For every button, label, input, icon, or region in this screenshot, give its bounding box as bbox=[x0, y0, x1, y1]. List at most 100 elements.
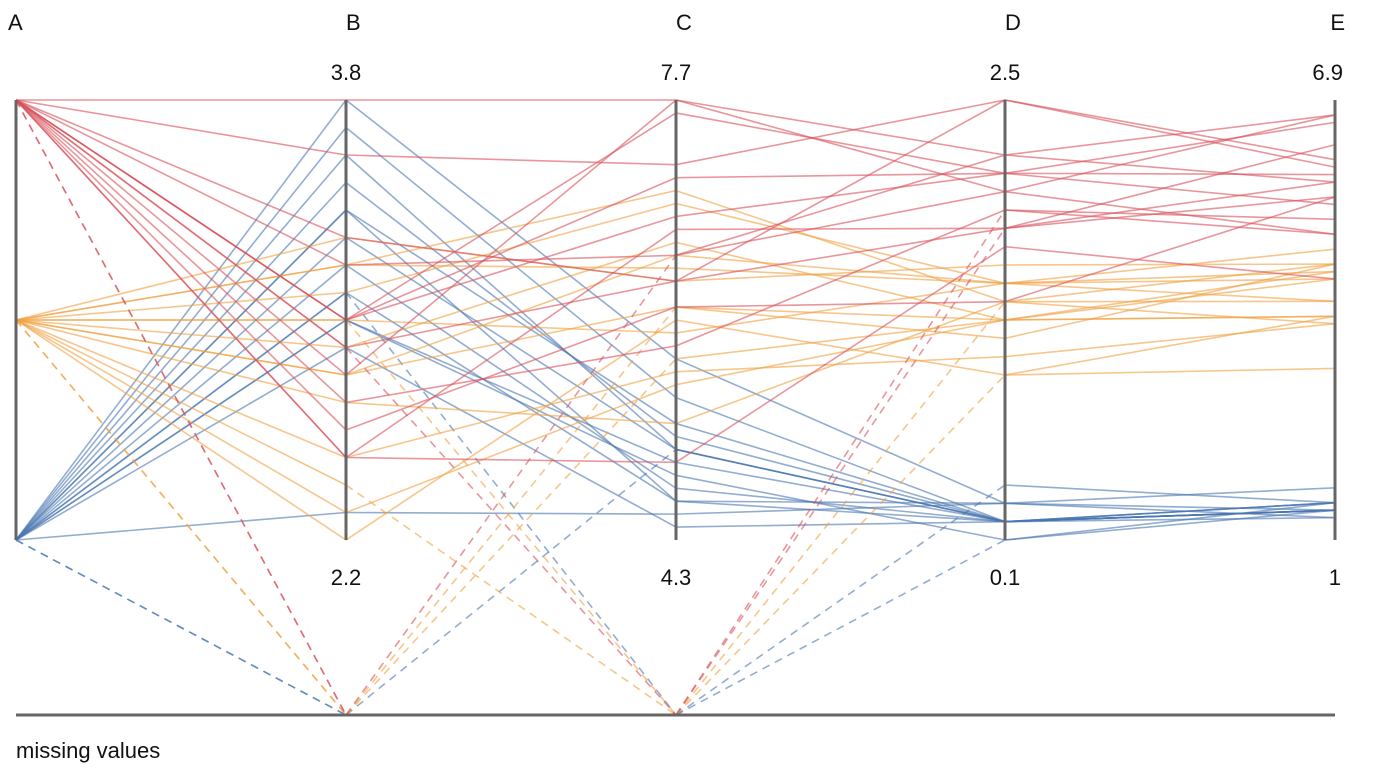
line-segment bbox=[345, 99, 677, 376]
axis-max-B: 3.8 bbox=[331, 60, 362, 85]
missing-segment bbox=[15, 319, 347, 716]
line-segment bbox=[345, 306, 677, 431]
line-segment bbox=[1004, 270, 1336, 321]
data-line-versicolor bbox=[15, 315, 1336, 541]
data-line-virginica bbox=[15, 99, 1336, 266]
line-segment bbox=[1004, 154, 1336, 183]
line-segment bbox=[1004, 121, 1336, 175]
line-segment bbox=[1004, 486, 1336, 505]
line-segment bbox=[345, 319, 677, 464]
line-segment bbox=[675, 306, 1006, 321]
axis-max-C: 7.7 bbox=[661, 60, 692, 85]
line-segment bbox=[15, 264, 347, 321]
line-segment bbox=[345, 189, 677, 266]
line-segment bbox=[1004, 172, 1336, 176]
line-segment bbox=[675, 254, 1006, 285]
line-segment bbox=[15, 346, 347, 541]
data-line-versicolor bbox=[15, 263, 1336, 716]
axis-title-B: B bbox=[346, 10, 361, 35]
line-segment bbox=[15, 319, 347, 514]
line-segment bbox=[675, 355, 1006, 373]
missing-values-label: missing values bbox=[16, 738, 160, 763]
line-segment bbox=[345, 126, 677, 399]
line-segment bbox=[675, 396, 1006, 523]
missing-segment bbox=[345, 484, 677, 716]
data-line-virginica bbox=[15, 99, 1336, 716]
line-segment bbox=[345, 154, 677, 166]
line-segment bbox=[345, 236, 677, 282]
missing-segment bbox=[675, 374, 1006, 716]
line-segment bbox=[1004, 501, 1336, 523]
data-line-versicolor bbox=[15, 319, 1336, 459]
axis-title-A: A bbox=[8, 10, 23, 35]
line-segment bbox=[1004, 172, 1336, 206]
line-segment bbox=[345, 176, 677, 321]
missing-segment bbox=[345, 448, 677, 716]
line-segment bbox=[675, 300, 1006, 425]
line-segment bbox=[1004, 501, 1336, 541]
line-segment bbox=[1004, 282, 1336, 303]
data-line-setosa bbox=[15, 484, 1336, 716]
line-segment bbox=[345, 456, 677, 464]
line-segment bbox=[345, 401, 677, 425]
line-segment bbox=[675, 502, 1006, 515]
line-segment bbox=[675, 154, 1006, 257]
line-segment bbox=[675, 227, 1006, 282]
line-segment bbox=[345, 345, 677, 404]
data-line-virginica bbox=[15, 99, 1336, 166]
missing-segment bbox=[345, 254, 677, 716]
line-segment bbox=[15, 319, 347, 486]
line-segment bbox=[1004, 263, 1336, 266]
line-segment bbox=[345, 319, 677, 477]
line-segment bbox=[675, 190, 1006, 257]
line-segment bbox=[675, 319, 1006, 386]
line-segment bbox=[1004, 190, 1336, 236]
line-segment bbox=[1004, 315, 1336, 376]
data-line-setosa bbox=[15, 502, 1336, 541]
line-segment bbox=[15, 99, 347, 459]
line-segment bbox=[15, 99, 347, 321]
axis-title-C: C bbox=[676, 10, 692, 35]
axis-min-E: 1 bbox=[1329, 565, 1341, 590]
line-segment bbox=[675, 99, 1006, 166]
line-segment bbox=[1004, 509, 1336, 541]
line-segment bbox=[345, 215, 677, 321]
line-segment bbox=[1004, 99, 1336, 168]
axes: A B 3.8 2.2 C 7.7 4.3 D 2.5 0.1 E 6.9 1 bbox=[8, 10, 1345, 590]
line-segment bbox=[675, 487, 1006, 523]
missing-segment bbox=[675, 484, 1006, 716]
line-segment bbox=[345, 112, 677, 321]
line-segment bbox=[1004, 484, 1336, 504]
line-segment bbox=[15, 99, 347, 156]
line-segment bbox=[1004, 315, 1336, 321]
line-segment bbox=[675, 300, 1006, 308]
line-segment bbox=[675, 500, 1006, 523]
line-segment bbox=[675, 99, 1006, 282]
line-segment bbox=[1004, 516, 1336, 523]
line-segment bbox=[345, 209, 677, 502]
line-segment bbox=[675, 245, 1006, 464]
axis-max-D: 2.5 bbox=[990, 60, 1021, 85]
missing-segment bbox=[345, 346, 677, 716]
line-segment bbox=[345, 99, 677, 360]
line-segment bbox=[345, 228, 677, 459]
line-segment bbox=[345, 306, 677, 376]
missing-segment bbox=[15, 539, 347, 716]
line-segment bbox=[15, 319, 347, 541]
line-segment bbox=[15, 319, 347, 349]
line-segment bbox=[675, 474, 1006, 541]
line-segment bbox=[675, 202, 1006, 285]
missing-segment bbox=[345, 306, 677, 716]
axis-min-C: 4.3 bbox=[661, 565, 692, 590]
line-segment bbox=[675, 241, 1006, 321]
line-segment bbox=[345, 346, 677, 528]
line-segment bbox=[675, 99, 1006, 193]
line-segment bbox=[675, 435, 1006, 523]
line-segment bbox=[345, 370, 677, 459]
line-segment bbox=[1004, 367, 1336, 376]
line-segment bbox=[675, 172, 1006, 218]
axis-min-B: 2.2 bbox=[331, 565, 362, 590]
missing-segment bbox=[345, 358, 677, 716]
missing-segment bbox=[675, 301, 1006, 716]
data-line-versicolor bbox=[15, 300, 1336, 425]
